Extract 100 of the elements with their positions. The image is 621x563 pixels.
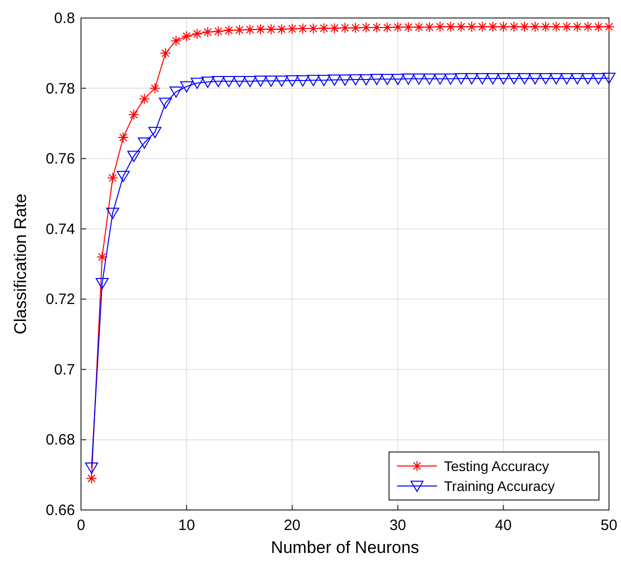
point bbox=[170, 35, 182, 46]
point bbox=[138, 93, 150, 104]
point bbox=[550, 21, 562, 32]
point bbox=[528, 73, 542, 84]
point bbox=[86, 472, 98, 484]
point bbox=[212, 76, 225, 88]
point bbox=[370, 74, 384, 86]
y-tick-label: 0.8 bbox=[54, 10, 75, 27]
point bbox=[234, 24, 245, 36]
point bbox=[487, 21, 498, 32]
point bbox=[476, 73, 489, 84]
point bbox=[454, 73, 468, 84]
point bbox=[296, 75, 310, 86]
y-tick-label: 0.68 bbox=[46, 432, 75, 449]
point bbox=[412, 73, 426, 85]
point bbox=[349, 74, 362, 86]
point bbox=[266, 24, 277, 35]
point bbox=[391, 74, 404, 86]
point bbox=[148, 126, 162, 138]
point bbox=[581, 73, 594, 84]
point bbox=[118, 132, 129, 143]
x-tick-label: 50 bbox=[600, 517, 618, 534]
point bbox=[317, 74, 330, 86]
point bbox=[338, 74, 352, 86]
point bbox=[402, 22, 414, 33]
point bbox=[158, 98, 172, 109]
point bbox=[550, 73, 563, 84]
point bbox=[602, 72, 616, 84]
point bbox=[106, 208, 120, 219]
y-tick-label: 0.78 bbox=[46, 80, 75, 98]
x-tick-label: 30 bbox=[389, 517, 406, 534]
point bbox=[138, 137, 151, 149]
point bbox=[275, 76, 288, 87]
point bbox=[530, 21, 541, 32]
point bbox=[476, 21, 488, 32]
point bbox=[254, 76, 268, 87]
point bbox=[286, 75, 299, 86]
point bbox=[96, 278, 109, 290]
point bbox=[592, 73, 605, 84]
point bbox=[508, 21, 520, 32]
point bbox=[96, 251, 108, 262]
point bbox=[127, 150, 140, 162]
point bbox=[201, 76, 214, 88]
point bbox=[192, 28, 203, 40]
point bbox=[243, 76, 256, 88]
point bbox=[570, 73, 584, 84]
point bbox=[328, 22, 340, 34]
x-tick-label: 20 bbox=[284, 517, 301, 534]
point bbox=[212, 26, 224, 37]
point bbox=[149, 82, 160, 94]
point bbox=[128, 109, 140, 120]
point bbox=[582, 21, 594, 32]
point bbox=[328, 74, 341, 86]
point bbox=[116, 170, 130, 182]
legend-label: Testing Accuracy bbox=[444, 458, 550, 474]
point bbox=[380, 74, 394, 86]
point bbox=[232, 76, 246, 88]
point bbox=[519, 21, 530, 32]
point bbox=[180, 81, 194, 92]
x-tick-label: 40 bbox=[495, 517, 512, 534]
point bbox=[170, 86, 183, 98]
y-tick-label: 0.72 bbox=[46, 291, 75, 308]
point bbox=[402, 73, 415, 85]
x-tick-label: 0 bbox=[76, 517, 86, 534]
point bbox=[244, 24, 256, 36]
point bbox=[350, 22, 362, 34]
point bbox=[223, 24, 234, 36]
point bbox=[107, 172, 118, 184]
point bbox=[181, 30, 192, 42]
point bbox=[444, 73, 458, 85]
point bbox=[434, 73, 447, 85]
point bbox=[190, 78, 204, 89]
point bbox=[255, 24, 266, 35]
y-tick-label: 0.76 bbox=[46, 150, 75, 168]
point bbox=[445, 21, 456, 32]
point bbox=[465, 73, 478, 84]
point bbox=[340, 22, 350, 34]
x-axis-title: Number of Neurons bbox=[270, 538, 420, 557]
point bbox=[318, 22, 330, 34]
point bbox=[592, 21, 604, 32]
point bbox=[413, 22, 424, 33]
point bbox=[486, 73, 500, 84]
y-tick-label: 0.7 bbox=[54, 361, 75, 378]
point bbox=[498, 21, 509, 32]
point bbox=[434, 21, 446, 32]
legend-label: Training Accuracy bbox=[444, 478, 555, 494]
point bbox=[306, 74, 320, 86]
point bbox=[360, 74, 373, 86]
point bbox=[202, 26, 214, 38]
point bbox=[572, 21, 583, 32]
point bbox=[85, 462, 98, 474]
point bbox=[160, 48, 171, 59]
y-tick-label: 0.74 bbox=[46, 220, 75, 238]
point bbox=[382, 22, 393, 33]
point bbox=[222, 76, 236, 88]
point bbox=[297, 23, 308, 34]
point bbox=[276, 24, 288, 35]
point bbox=[496, 73, 510, 84]
y-axis-title: Classification Rate bbox=[11, 194, 30, 334]
point bbox=[560, 73, 574, 84]
